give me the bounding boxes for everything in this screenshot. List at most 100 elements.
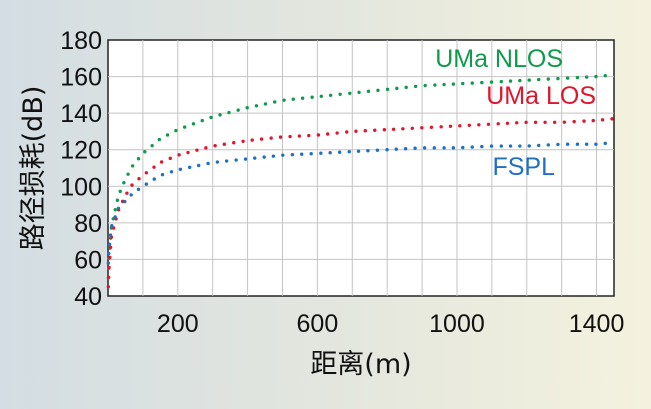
data-point: [116, 206, 121, 210]
data-point: [461, 145, 465, 150]
data-point: [143, 150, 147, 154]
data-point: [345, 130, 349, 134]
data-point: [234, 158, 238, 162]
data-point: [603, 73, 607, 78]
data-point: [403, 147, 408, 151]
y-tick-label: 100: [60, 173, 102, 201]
data-point: [496, 122, 500, 126]
x-tick-labels: 200 600 1000 1400: [157, 310, 624, 338]
data-point: [413, 146, 417, 150]
data-point: [385, 87, 390, 92]
data-point: [556, 142, 560, 147]
data-point: [467, 123, 471, 127]
series-label-uma-nlos: UMa NLOS: [435, 45, 563, 73]
data-point: [178, 167, 183, 171]
x-tick-label: 1000: [429, 310, 485, 338]
data-point: [110, 224, 114, 228]
y-tick-label: 80: [74, 210, 102, 238]
data-point: [499, 144, 503, 148]
data-point: [115, 198, 120, 202]
series-fspl: [106, 141, 607, 265]
data-point: [423, 83, 427, 88]
data-point: [107, 275, 111, 280]
data-point: [159, 160, 164, 164]
data-point: [451, 146, 456, 150]
data-point: [442, 146, 446, 150]
data-point: [125, 191, 129, 195]
data-point: [113, 208, 117, 212]
data-point: [480, 80, 484, 85]
data-point: [310, 95, 314, 99]
data-point: [565, 142, 570, 146]
data-point: [254, 104, 259, 108]
data-point: [316, 133, 321, 137]
data-point: [107, 265, 111, 270]
series-labels: UMa NLOS UMa LOS FSPL: [435, 45, 596, 181]
data-point: [215, 160, 220, 164]
data-point: [404, 85, 408, 90]
data-point: [518, 144, 522, 148]
data-point: [271, 154, 276, 158]
data-point: [224, 159, 229, 163]
data-point: [433, 83, 437, 87]
data-point: [394, 147, 398, 151]
data-point: [107, 242, 112, 246]
series-label-uma-los: UMa LOS: [486, 82, 596, 110]
data-point: [420, 126, 424, 130]
data-point: [136, 157, 141, 161]
data-point: [273, 100, 277, 104]
data-point: [130, 183, 134, 187]
data-point: [546, 143, 550, 147]
data-point: [165, 133, 170, 137]
data-point: [537, 143, 541, 148]
data-point: [357, 90, 361, 95]
data-point: [470, 81, 474, 85]
data-point: [527, 144, 531, 148]
data-point: [401, 127, 405, 131]
data-point: [429, 125, 434, 129]
data-point: [582, 119, 586, 123]
data-point: [470, 145, 474, 149]
data-point: [328, 151, 332, 155]
data-point: [236, 108, 240, 112]
data-point: [262, 155, 266, 159]
data-point: [122, 181, 126, 185]
data-point: [410, 126, 414, 130]
data-point: [591, 118, 595, 123]
data-point: [543, 120, 547, 124]
data-point: [480, 144, 484, 149]
data-point: [108, 255, 112, 260]
data-point: [477, 123, 481, 127]
data-point: [489, 144, 494, 148]
data-point: [442, 82, 446, 87]
data-point: [363, 129, 367, 133]
y-axis-title: 路径损耗(dB): [18, 86, 49, 251]
data-point: [373, 128, 377, 132]
data-point: [152, 177, 156, 181]
y-tick-label: 40: [74, 283, 102, 311]
data-point: [187, 165, 192, 170]
y-tick-label: 140: [60, 100, 102, 128]
y-tick-label: 160: [60, 64, 102, 92]
data-point: [186, 150, 190, 155]
data-point: [299, 152, 304, 156]
data-point: [227, 110, 231, 115]
data-point: [222, 142, 226, 146]
series-uma-nlos: [106, 73, 607, 280]
data-point: [584, 142, 589, 146]
plot-area: [107, 39, 615, 297]
data-point: [232, 141, 236, 145]
data-point: [150, 143, 154, 148]
grid-lines: [108, 40, 614, 296]
data-point: [518, 78, 522, 83]
series-uma-los: [106, 117, 614, 289]
data-point: [129, 193, 133, 197]
data-point: [337, 150, 342, 154]
data-point: [594, 142, 598, 146]
data-point: [195, 148, 199, 152]
data-point: [130, 164, 135, 168]
data-point: [263, 102, 268, 106]
y-tick-labels: 40 60 80 100 120 140 160 180: [60, 27, 102, 311]
data-point: [196, 163, 201, 168]
data-point: [307, 133, 311, 138]
